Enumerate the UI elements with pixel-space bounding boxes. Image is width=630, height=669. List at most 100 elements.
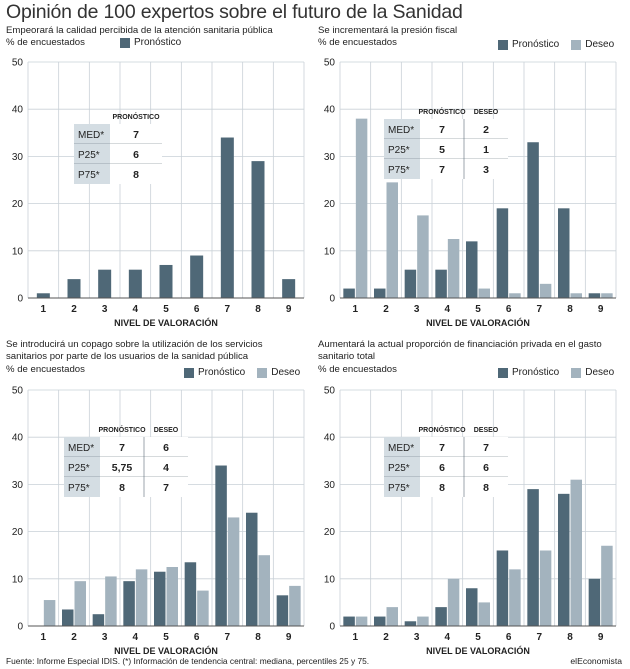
brand-label: elEconomista [570,656,622,666]
bar-deseo-3 [105,576,117,626]
legend-label: Pronóstico [198,367,246,378]
bar-pronostico-3 [92,614,105,626]
bar-deseo-2 [386,182,398,298]
bar-deseo-7 [539,283,552,298]
bar-pronostico-7 [527,142,539,298]
table-row-label: P25* [68,463,90,474]
legend-label: Pronóstico [512,39,560,50]
legend-item-deseo: Deseo [571,39,614,50]
legend-swatch-pronostico [184,367,194,378]
table-label-cell [64,437,100,457]
x-tick-label: 4 [445,632,451,643]
legend-label: Deseo [585,367,615,378]
table-label-cell [384,119,420,139]
table-row-label: MED* [78,130,104,141]
bar-pronostico-3 [98,269,112,298]
summary-table: PRONÓSTICO MED* 7 P25* 6 P75* 8 [74,112,162,184]
table-label-cell [384,477,420,497]
bar-pronostico-2 [62,609,74,626]
table-cell-value: 3 [483,164,489,176]
table-header: PRONÓSTICO [98,425,146,434]
x-tick-label: 3 [414,632,420,643]
legend-label: Deseo [585,39,615,50]
x-tick-label: 7 [225,632,231,643]
y-tick-label: 20 [12,199,24,210]
y-tick-label: 20 [324,199,336,210]
x-tick-label: 8 [567,632,573,643]
bar-deseo-9 [289,585,301,626]
y-tick-label: 30 [324,152,336,163]
x-axis-label: NIVEL DE VALORACIÓN [426,645,530,656]
y-tick-label: 0 [17,294,23,305]
x-tick-label: 9 [598,632,604,643]
page-title: Opinión de 100 expertos sobre el futuro … [6,1,463,23]
y-tick-label: 40 [12,433,24,444]
legend-label: Pronóstico [512,367,560,378]
y-tick-label: 10 [324,246,336,257]
y-tick-label: 50 [12,386,24,397]
x-tick-label: 8 [255,304,261,315]
x-tick-label: 3 [102,632,108,643]
bar-deseo-1 [355,616,368,626]
bar-pronostico-8 [558,208,570,298]
table-cell-value: 6 [133,149,139,161]
y-tick-label: 20 [12,527,24,538]
y-axis-label: % de encuestados [6,37,85,48]
bar-deseo-6 [509,293,521,298]
bar-pronostico-4 [123,581,135,626]
table-header: DESEO [474,427,499,434]
bar-chart-calidad: 0 10 20 30 40 50 1 2 3 4 5 6 7 8 9 NIVEL DE VALORACIÓN P… [12,58,305,328]
legend-item-deseo: Deseo [257,367,300,378]
table-header: PRONÓSTICO [112,112,160,121]
bar-pronostico-7 [527,489,539,626]
bar-deseo-3 [417,616,429,626]
x-tick-label: 6 [506,632,512,643]
grid [27,61,305,299]
x-tick-label: 3 [414,304,420,315]
bar-pronostico-8 [246,512,258,626]
y-tick-label: 40 [12,105,24,116]
y-tick-label: 20 [324,527,336,538]
y-tick-label: 0 [329,622,335,633]
legend-swatch-deseo [257,367,268,378]
legend: Pronóstico Deseo [498,367,614,378]
x-tick-label: 5 [163,304,169,315]
legend: Pronóstico Deseo [498,39,614,50]
table-label-cell [64,457,100,477]
chart-title: Aumentará la actual proporción de financ… [318,339,602,362]
y-axis-label: % de encuestados [6,364,85,375]
bar-deseo-1 [43,600,56,626]
table-row-label: P25* [388,145,410,156]
bar-pronostico-6 [190,255,204,298]
bar-pronostico-7 [215,465,227,626]
bar-pronostico-5 [154,571,166,626]
table-label-cell [384,437,420,457]
table-row-label: P25* [388,463,410,474]
bar-pronostico-8 [558,493,570,626]
x-tick-label: 3 [102,304,108,315]
table-cell-value: 7 [439,442,445,454]
y-tick-label: 0 [329,294,335,305]
bar-pronostico-5 [466,588,478,626]
x-tick-label: 2 [383,632,389,643]
table-cell-value: 5,75 [112,462,133,474]
legend-swatch-pronostico [498,367,508,378]
bar-pronostico-3 [404,621,417,626]
legend-swatch-pronostico [120,37,130,48]
x-tick-label: 7 [225,304,231,315]
table-label-cell [384,139,420,159]
y-tick-label: 40 [324,105,336,116]
table-header: DESEO [474,109,499,116]
bar-deseo-5 [166,567,178,626]
y-tick-label: 0 [17,622,23,633]
y-tick-label: 40 [324,433,336,444]
table-row-label: P75* [68,483,90,494]
chart-title: Se incrementará la presión fiscal [318,25,458,36]
table-cell-value: 4 [163,462,169,474]
bar-deseo-4 [447,239,460,298]
table-cell-value: 2 [483,124,489,136]
x-tick-label: 5 [163,632,169,643]
bar-deseo-7 [227,517,240,626]
y-tick-label: 10 [12,246,24,257]
bar-pronostico-9 [588,293,601,298]
